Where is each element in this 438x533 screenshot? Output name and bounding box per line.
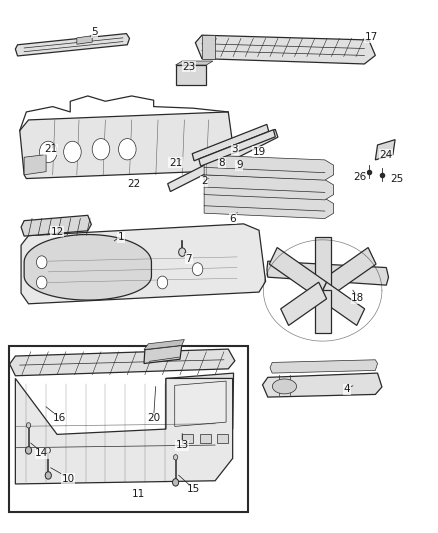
Circle shape xyxy=(36,276,47,289)
Polygon shape xyxy=(192,124,268,161)
Text: 1: 1 xyxy=(117,232,124,242)
Polygon shape xyxy=(266,261,388,285)
Polygon shape xyxy=(204,155,333,180)
Text: 7: 7 xyxy=(185,254,192,263)
Ellipse shape xyxy=(272,379,296,394)
Circle shape xyxy=(46,448,50,453)
Polygon shape xyxy=(314,237,330,290)
Polygon shape xyxy=(24,235,151,300)
Polygon shape xyxy=(167,130,277,191)
Text: 8: 8 xyxy=(218,158,225,167)
Text: 10: 10 xyxy=(61,474,74,483)
Polygon shape xyxy=(269,360,377,373)
Circle shape xyxy=(26,423,31,428)
Polygon shape xyxy=(182,434,193,443)
Polygon shape xyxy=(195,35,374,64)
Polygon shape xyxy=(268,247,326,299)
Text: 25: 25 xyxy=(390,174,403,183)
Polygon shape xyxy=(174,381,226,426)
Text: 24: 24 xyxy=(379,150,392,159)
Text: 21: 21 xyxy=(44,144,57,154)
Polygon shape xyxy=(166,373,233,434)
Text: 11: 11 xyxy=(131,489,145,498)
Polygon shape xyxy=(262,373,381,397)
Polygon shape xyxy=(175,65,206,85)
Text: 23: 23 xyxy=(182,62,195,71)
Text: 17: 17 xyxy=(364,33,377,42)
Text: 6: 6 xyxy=(229,214,236,223)
Polygon shape xyxy=(280,282,326,326)
Text: 16: 16 xyxy=(53,414,66,423)
Circle shape xyxy=(64,141,81,163)
Polygon shape xyxy=(318,282,364,326)
Polygon shape xyxy=(318,247,375,299)
Circle shape xyxy=(157,276,167,289)
Text: 4: 4 xyxy=(343,384,350,394)
Text: 3: 3 xyxy=(231,144,238,154)
Polygon shape xyxy=(20,112,234,179)
Polygon shape xyxy=(198,130,275,166)
Polygon shape xyxy=(201,35,215,59)
Text: 18: 18 xyxy=(350,294,364,303)
Bar xyxy=(9,346,247,512)
Circle shape xyxy=(173,455,177,460)
Circle shape xyxy=(39,141,57,163)
Polygon shape xyxy=(15,378,232,484)
Polygon shape xyxy=(21,224,265,304)
Circle shape xyxy=(192,263,202,276)
Polygon shape xyxy=(21,215,91,236)
Text: 26: 26 xyxy=(353,172,366,182)
Circle shape xyxy=(92,139,110,160)
Text: 12: 12 xyxy=(50,227,64,237)
Circle shape xyxy=(36,256,47,269)
Polygon shape xyxy=(144,340,184,350)
Text: 19: 19 xyxy=(252,147,265,157)
Polygon shape xyxy=(24,155,46,175)
Text: 5: 5 xyxy=(91,27,98,37)
Circle shape xyxy=(178,248,185,256)
Polygon shape xyxy=(175,61,212,65)
Circle shape xyxy=(25,447,32,454)
Polygon shape xyxy=(217,434,228,443)
Polygon shape xyxy=(314,290,330,333)
Polygon shape xyxy=(77,36,92,44)
Text: 21: 21 xyxy=(169,158,182,167)
Polygon shape xyxy=(144,345,181,364)
Polygon shape xyxy=(15,34,129,56)
Text: 13: 13 xyxy=(175,440,188,450)
Text: 22: 22 xyxy=(127,179,140,189)
Polygon shape xyxy=(204,175,333,200)
Text: 20: 20 xyxy=(147,414,160,423)
Circle shape xyxy=(172,479,178,486)
Text: 9: 9 xyxy=(235,160,242,170)
Polygon shape xyxy=(374,140,394,160)
Polygon shape xyxy=(199,434,210,443)
Polygon shape xyxy=(10,349,234,376)
Polygon shape xyxy=(204,193,333,219)
Text: 2: 2 xyxy=(200,176,207,186)
Circle shape xyxy=(45,472,51,479)
Text: 14: 14 xyxy=(35,448,48,458)
Text: 15: 15 xyxy=(186,484,199,494)
Circle shape xyxy=(118,139,136,160)
